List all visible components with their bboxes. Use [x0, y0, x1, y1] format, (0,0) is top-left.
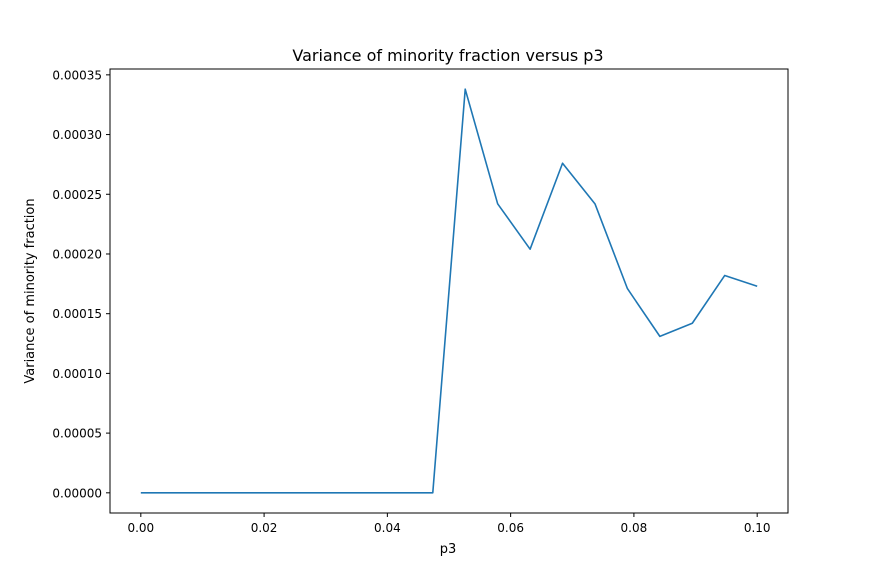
series-line-0	[140, 88, 758, 494]
y-axis-label: Variance of minority fraction	[23, 198, 38, 383]
axes-frame	[109, 68, 789, 514]
x-tick-label: 0.08	[621, 521, 648, 535]
y-tick-label: 0.00025	[52, 188, 102, 202]
plot-area	[109, 68, 789, 514]
x-axis-label: p3	[440, 542, 457, 557]
x-tick-label: 0.02	[251, 521, 278, 535]
x-tick-label: 0.04	[374, 521, 401, 535]
chart-title: Variance of minority fraction versus p3	[292, 46, 603, 65]
x-tick-label: 0.10	[744, 521, 771, 535]
y-tick-label: 0.00005	[52, 427, 102, 441]
x-axis-ticks: 0.00 0.02 0.04 0.06 0.08 0.10	[127, 513, 771, 535]
y-tick-label: 0.00020	[52, 247, 102, 261]
x-tick-label: 0.06	[497, 521, 524, 535]
y-tick-label: 0.00010	[52, 367, 102, 381]
y-tick-label: 0.00000	[52, 486, 102, 500]
y-tick-label: 0.00030	[52, 128, 102, 142]
y-tick-label: 0.00015	[52, 307, 102, 321]
x-tick-label: 0.00	[127, 521, 154, 535]
y-axis-ticks: 0.00000 0.00005 0.00010 0.00015 0.00020 0.000…	[52, 68, 110, 500]
y-tick-label: 0.00035	[52, 68, 102, 82]
